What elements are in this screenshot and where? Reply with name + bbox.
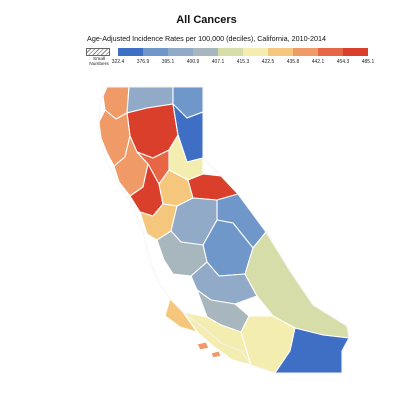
map-title: All Cancers — [176, 14, 237, 26]
legend-bins — [118, 48, 368, 56]
small-numbers-label: Small Numbers — [89, 57, 109, 67]
legend-bin-7 — [268, 48, 293, 56]
legend-break-4: 400.9 — [186, 59, 200, 65]
legend-break-5: 407.1 — [211, 59, 225, 65]
legend-bin-4 — [193, 48, 218, 56]
county-layer — [98, 86, 350, 374]
legend-break-1: 322.4 — [111, 59, 125, 65]
legend-break-7: 422.5 — [261, 59, 275, 65]
legend-bin-5 — [218, 48, 243, 56]
legend-bin-6 — [243, 48, 268, 56]
legend-break-10: 454.3 — [336, 59, 350, 65]
small-numbers-swatch — [86, 48, 110, 56]
legend-bin-10 — [343, 48, 368, 56]
legend: Small Numbers 322.4 376.9 395.1 400.9 407.1 4… — [86, 48, 376, 72]
california-outline — [98, 86, 350, 374]
legend-bin-9 — [318, 48, 343, 56]
legend-bin-8 — [293, 48, 318, 56]
legend-bin-1 — [118, 48, 143, 56]
legend-break-2: 376.9 — [136, 59, 150, 65]
legend-break-8: 435.8 — [286, 59, 300, 65]
legend-break-3: 395.1 — [161, 59, 175, 65]
legend-break-11: 485.1 — [361, 59, 375, 65]
california-county-map — [98, 86, 350, 374]
california-map — [85, 80, 355, 380]
legend-break-6: 415.3 — [236, 59, 250, 65]
map-subtitle: Age-Adjusted Incidence Rates per 100,000… — [87, 34, 326, 43]
legend-bin-3 — [168, 48, 193, 56]
legend-bin-2 — [143, 48, 168, 56]
region-islands — [196, 341, 222, 359]
legend-break-9: 442.1 — [311, 59, 325, 65]
